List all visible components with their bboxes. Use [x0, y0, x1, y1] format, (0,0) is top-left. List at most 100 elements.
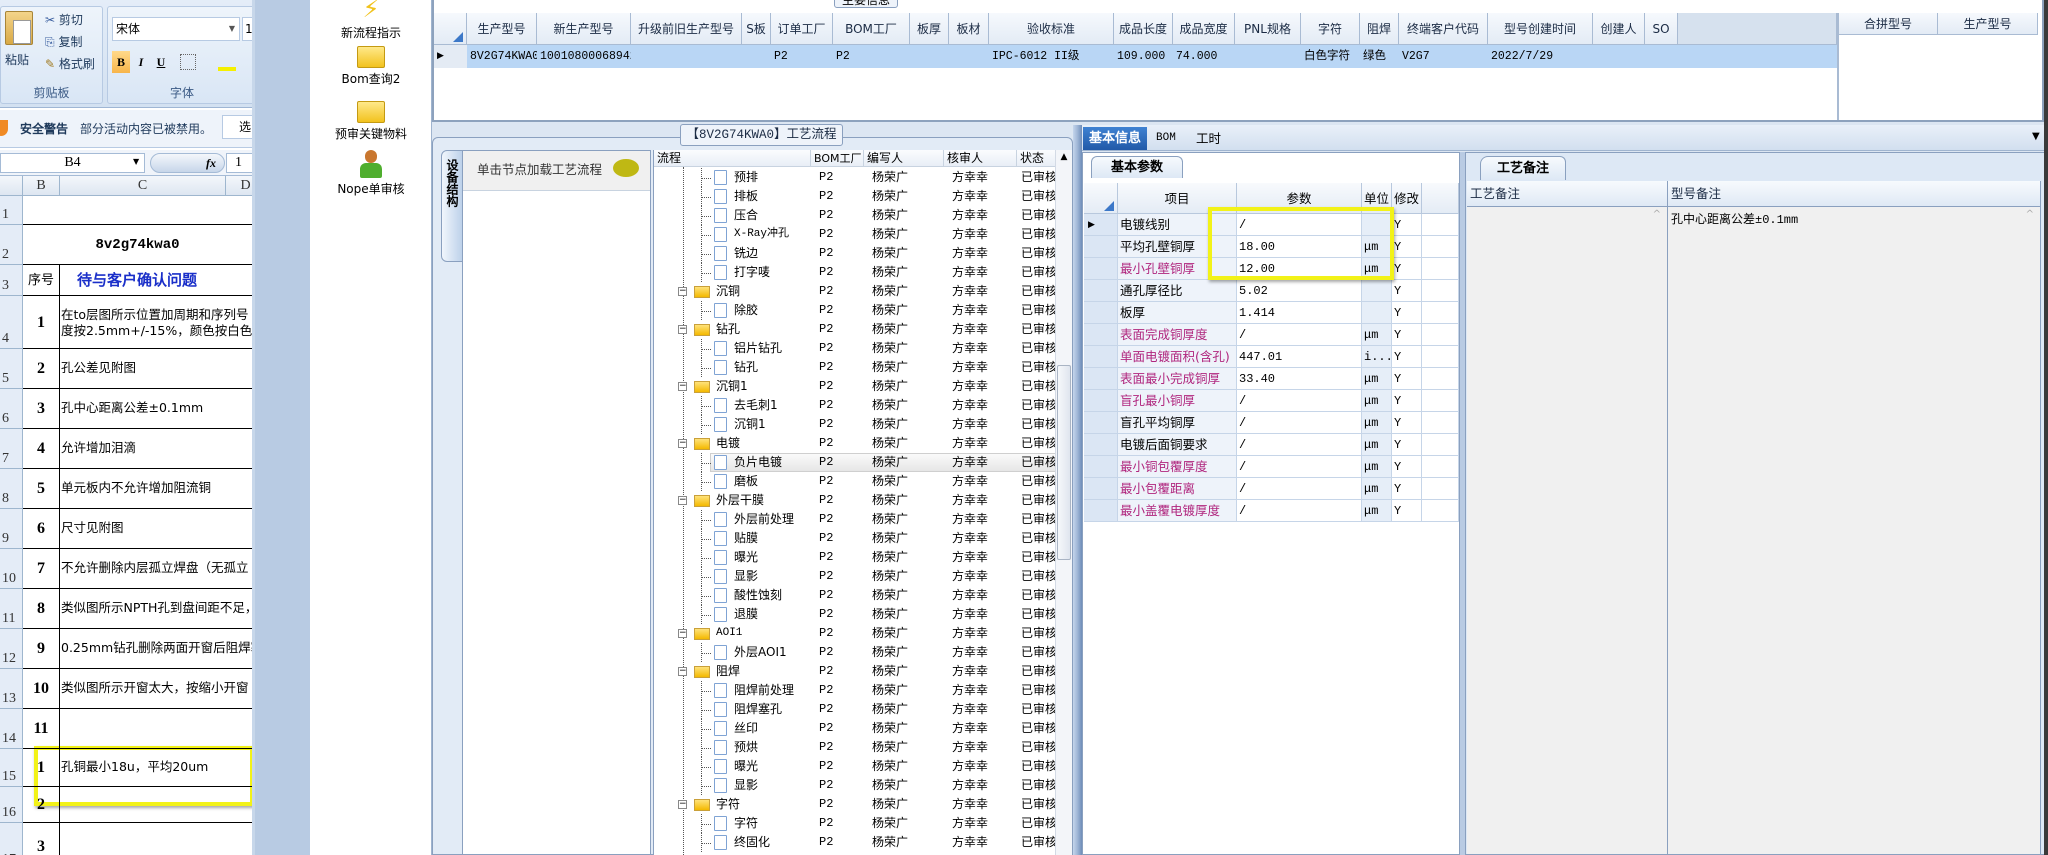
row-number[interactable]: 17: [0, 823, 23, 855]
panel-splitter[interactable]: [1460, 152, 1465, 855]
row-indicator[interactable]: [1084, 346, 1118, 368]
cell-number[interactable]: 9: [23, 629, 60, 669]
param-row[interactable]: 单面电镀面积(含孔) 447.01 i... Y: [1084, 346, 1459, 368]
scroll-up-icon[interactable]: ^: [2025, 209, 2034, 220]
grid-cell[interactable]: V2G7: [1399, 45, 1488, 68]
grid-cell[interactable]: 白色字符: [1301, 45, 1360, 68]
cell-number[interactable]: 7: [23, 549, 60, 589]
row-indicator[interactable]: [1084, 302, 1118, 324]
cell-text[interactable]: 0.25mm钻孔删除两面开窗后阻焊塞: [61, 640, 252, 655]
row-indicator[interactable]: [1084, 280, 1118, 302]
font-name-select[interactable]: 宋体 ▼: [112, 17, 240, 41]
tree-row[interactable]: 显影 P2 杨荣广 方幸幸 已审核: [654, 567, 1057, 586]
paste-button[interactable]: 粘贴: [5, 53, 30, 67]
grid-cell[interactable]: IPC-6012 II级: [989, 45, 1114, 68]
tree-row[interactable]: 外层前处理 P2 杨荣广 方幸幸 已审核: [654, 510, 1057, 529]
copy-button[interactable]: ⎘ 复制: [45, 35, 83, 49]
param-value[interactable]: 18.00: [1237, 236, 1362, 258]
tree-row[interactable]: − AOI1 P2 杨荣广 方幸幸 已审核: [654, 624, 1057, 643]
tree-row[interactable]: 预烘 P2 杨荣广 方幸幸 已审核: [654, 738, 1057, 757]
cell-number[interactable]: 1: [23, 296, 60, 349]
column-header[interactable]: PNL规格: [1235, 13, 1301, 45]
row-number[interactable]: 8: [0, 469, 23, 509]
param-row[interactable]: 最小盖覆电镀厚度 / μm Y: [1084, 500, 1459, 522]
cell-number[interactable]: 5: [23, 469, 60, 509]
column-header[interactable]: S板: [742, 13, 771, 45]
param-row[interactable]: 盲孔平均铜厚 / μm Y: [1084, 412, 1459, 434]
name-box[interactable]: B4: [0, 153, 145, 173]
cell-number[interactable]: 4: [23, 429, 60, 469]
grid-cell[interactable]: [910, 45, 949, 68]
grid-cell[interactable]: [1593, 45, 1645, 68]
options-button[interactable]: 选: [222, 115, 252, 139]
tree-row[interactable]: 压合 P2 杨荣广 方幸幸 已审核: [654, 206, 1057, 225]
tree-row[interactable]: 钻孔 P2 杨荣广 方幸幸 已审核: [654, 358, 1057, 377]
column-header[interactable]: 新生产型号: [537, 13, 631, 45]
row-indicator[interactable]: [1084, 456, 1118, 478]
cell-number[interactable]: 序号: [23, 265, 60, 296]
row-number[interactable]: 5: [0, 349, 23, 389]
row-indicator[interactable]: [1084, 500, 1118, 522]
tab-work-hours[interactable]: 工时: [1196, 131, 1222, 146]
tree-row[interactable]: 外层AOI1 P2 杨荣广 方幸幸 已审核: [654, 643, 1057, 662]
row-number[interactable]: 15: [0, 749, 23, 787]
row-indicator[interactable]: [1084, 434, 1118, 456]
tree-row[interactable]: 阻焊前处理 P2 杨荣广 方幸幸 已审核: [654, 681, 1057, 700]
tree-row[interactable]: − 钻孔 P2 杨荣广 方幸幸 已审核: [654, 320, 1057, 339]
row-number[interactable]: 13: [0, 669, 23, 709]
param-value[interactable]: /: [1237, 478, 1362, 500]
column-header[interactable]: 型号创建时间: [1488, 13, 1593, 45]
column-header[interactable]: 生产型号: [467, 13, 537, 45]
grid-cell[interactable]: 8V2G74KWA0: [467, 45, 537, 68]
cell-number[interactable]: 1: [23, 749, 60, 787]
cell-number[interactable]: 11: [23, 709, 60, 749]
tree-row[interactable]: 终固化 P2 杨荣广 方幸幸 已审核: [654, 833, 1057, 852]
tree-row[interactable]: 贴膜 P2 杨荣广 方幸幸 已审核: [654, 529, 1057, 548]
column-header[interactable]: 板材: [949, 13, 989, 45]
param-row[interactable]: 最小孔壁铜厚 12.00 μm Y: [1084, 258, 1459, 280]
row-number[interactable]: 9: [0, 509, 23, 549]
sheet-title-cell[interactable]: 8v2g74kwa0: [95, 237, 180, 253]
cell-text[interactable]: 类似图所示开窗太大，按缩小开窗: [61, 680, 249, 695]
insert-function-button[interactable]: fx: [150, 153, 225, 173]
column-header[interactable]: 编写人: [864, 150, 944, 167]
row-indicator[interactable]: [1084, 478, 1118, 500]
collapse-toggle-icon[interactable]: −: [678, 666, 687, 676]
param-row[interactable]: 最小铜包覆厚度 / μm Y: [1084, 456, 1459, 478]
row-number[interactable]: 16: [0, 787, 23, 823]
param-value[interactable]: 1.414: [1237, 302, 1362, 324]
tree-row[interactable]: − 沉铜1 P2 杨荣广 方幸幸 已审核: [654, 377, 1057, 396]
cell-text[interactable]: [61, 709, 252, 749]
tree-row[interactable]: 曝光 P2 杨荣广 方幸幸 已审核: [654, 757, 1057, 776]
grid-corner[interactable]: [434, 13, 467, 45]
grid-cell[interactable]: [742, 45, 771, 68]
column-header[interactable]: C: [60, 176, 226, 196]
column-header[interactable]: 流程: [654, 150, 811, 167]
column-header[interactable]: 成品长度: [1114, 13, 1173, 45]
launcher-item-prereview-materials[interactable]: 预审关键物料: [310, 101, 432, 142]
collapse-toggle-icon[interactable]: −: [678, 628, 687, 638]
column-header[interactable]: BOM工厂: [833, 13, 910, 45]
tree-row[interactable]: 退膜 P2 杨荣广 方幸幸 已审核: [654, 605, 1057, 624]
grid-cell[interactable]: [631, 45, 742, 68]
param-value[interactable]: 12.00: [1237, 258, 1362, 280]
column-header[interactable]: 阻焊: [1360, 13, 1399, 45]
row-number[interactable]: 1: [0, 196, 23, 225]
tree-row[interactable]: 显影 P2 杨荣广 方幸幸 已审核: [654, 776, 1057, 795]
process-notes-tab[interactable]: 工艺备注: [1480, 156, 1566, 180]
tree-row[interactable]: − 阻焊 P2 杨荣广 方幸幸 已审核: [654, 662, 1057, 681]
cell-text[interactable]: 类似图所示NPTH孔到盘间距不足，: [61, 600, 252, 615]
process-note-field[interactable]: ^: [1467, 207, 1668, 854]
cell-number[interactable]: 3: [23, 389, 60, 429]
cell-number[interactable]: 6: [23, 509, 60, 549]
param-row[interactable]: 通孔厚径比 5.02 Y: [1084, 280, 1459, 302]
process-tree-grid[interactable]: 流程 BOM工厂 编写人 核审人 状态 预排 P2 杨荣广 方幸幸 已审核 排板 P2 杨荣广 方幸幸 已审…: [653, 150, 1072, 855]
launcher-item-new-flow[interactable]: ⚡ 新流程指示: [310, 0, 432, 41]
select-all-corner[interactable]: [0, 176, 23, 196]
tree-row[interactable]: 磨板 P2 杨荣广 方幸幸 已审核: [654, 472, 1057, 491]
param-value[interactable]: 5.02: [1237, 280, 1362, 302]
grid-cell[interactable]: [1645, 45, 1678, 68]
param-row[interactable]: 电镀后面铜要求 / μm Y: [1084, 434, 1459, 456]
column-header[interactable]: BOM工厂: [811, 150, 864, 167]
cell-number[interactable]: 3: [23, 823, 60, 855]
